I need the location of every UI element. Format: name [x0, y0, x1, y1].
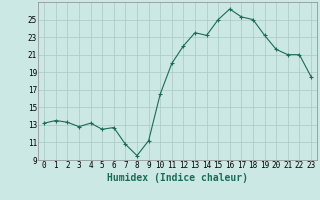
X-axis label: Humidex (Indice chaleur): Humidex (Indice chaleur) [107, 173, 248, 183]
